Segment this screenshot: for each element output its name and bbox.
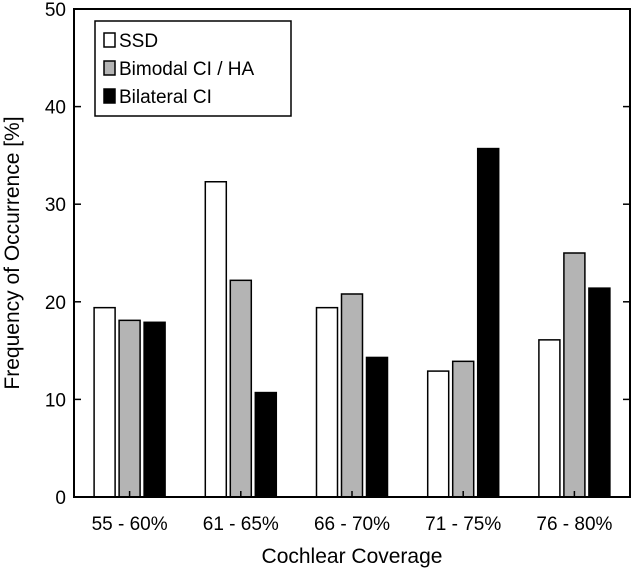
x-tick-label: 55 - 60% <box>92 514 168 535</box>
x-tick-label: 61 - 65% <box>203 514 279 535</box>
legend-swatch-bimodal <box>103 60 116 76</box>
y-tick-label: 0 <box>55 488 66 509</box>
bar-bilateral-ci-71-75 <box>476 147 500 498</box>
bar-bimodal-ci-ha-71-75 <box>451 360 475 498</box>
bar-bimodal-ci-ha-61-65 <box>229 279 253 498</box>
y-tick-label: 10 <box>45 390 66 411</box>
bar-bilateral-ci-76-80 <box>588 287 611 498</box>
bar-ssd-71-75 <box>426 370 450 498</box>
y-tick-label: 30 <box>45 195 66 216</box>
bar-bilateral-ci-55-60 <box>143 321 166 498</box>
y-tick-label: 20 <box>45 293 66 314</box>
bar-bimodal-ci-ha-55-60 <box>118 319 141 498</box>
bar-ssd-76-80 <box>538 339 561 498</box>
x-axis-title: Cochlear Coverage <box>262 545 443 568</box>
y-axis-title: Frequency of Occurrence [%] <box>1 116 24 389</box>
legend-label-bimodal: Bimodal CI / HA <box>119 59 254 80</box>
legend-box <box>94 20 292 117</box>
y-axis-ticks: 0 10 20 30 40 50 <box>45 0 630 509</box>
bar-ssd-61-65 <box>204 181 228 498</box>
bar-bimodal-ci-ha-76-80 <box>563 252 586 498</box>
legend-label-ssd: SSD <box>119 31 158 52</box>
legend-swatch-bilateral <box>103 88 116 104</box>
legend-label-bilateral: Bilateral CI <box>119 87 212 108</box>
y-tick-label: 50 <box>45 0 66 21</box>
x-tick-label: 66 - 70% <box>314 514 390 535</box>
legend: SSD Bimodal CI / HA Bilateral CI <box>94 20 292 117</box>
y-tick-label: 40 <box>45 98 66 119</box>
bar-bimodal-ci-ha-66-70 <box>340 293 364 498</box>
bar-bilateral-ci-61-65 <box>254 391 278 498</box>
bar-ssd-66-70 <box>315 306 339 498</box>
bar-ssd-55-60 <box>93 306 116 498</box>
x-tick-label: 76 - 80% <box>536 514 612 535</box>
bar-bilateral-ci-66-70 <box>365 356 389 498</box>
legend-swatch-ssd <box>103 32 116 48</box>
x-tick-label: 71 - 75% <box>425 514 501 535</box>
bars-layer <box>93 147 611 498</box>
x-axis-ticks: 55 - 60% 61 - 65% 66 - 70% 71 - 75% 76 - 80% <box>92 491 613 535</box>
